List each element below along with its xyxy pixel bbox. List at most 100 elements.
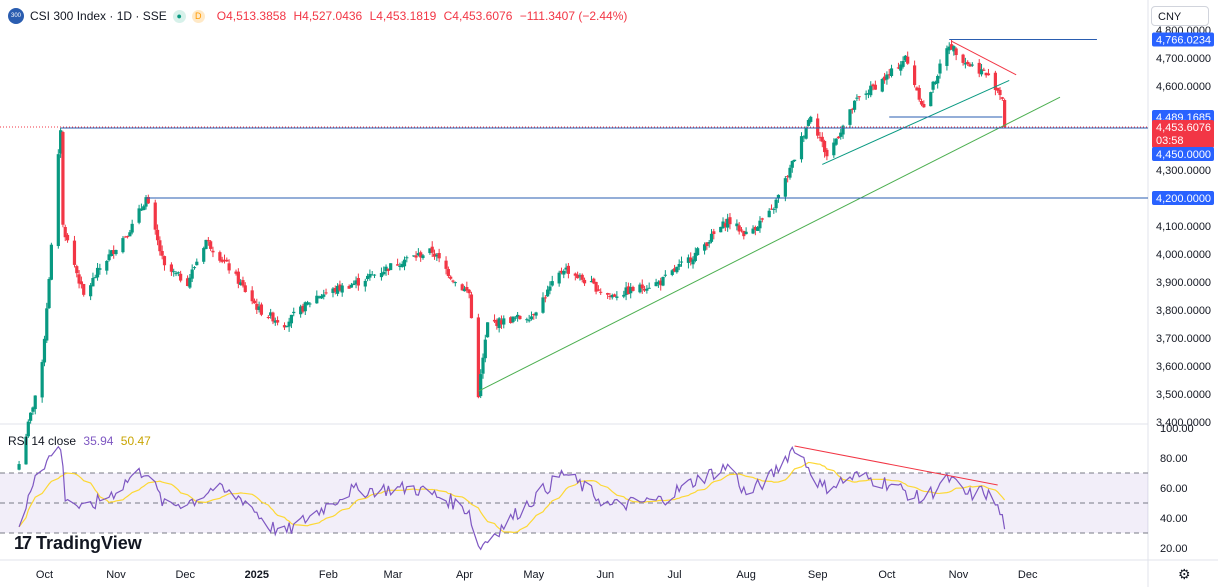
candle-body (548, 286, 552, 291)
candle-body (59, 130, 63, 154)
candle-body (786, 176, 790, 178)
candle-body (996, 87, 1000, 91)
candle-body (239, 282, 243, 285)
candle-body (557, 272, 561, 284)
candle-body (333, 287, 337, 292)
candle-body (735, 223, 739, 227)
candle-body (444, 260, 448, 269)
candle-body (896, 67, 901, 69)
candle-body (769, 208, 774, 210)
candle-body (788, 167, 792, 178)
candle-body (728, 217, 732, 225)
candle-body (968, 64, 972, 67)
candle-body (541, 297, 545, 313)
candle-body (739, 229, 744, 231)
candle-body (340, 285, 344, 293)
price-tick-label: 4,700.0000 (1156, 53, 1211, 65)
candle-body (825, 149, 829, 157)
candle-body (917, 88, 921, 100)
price-label-countdown: 03:58 (1156, 135, 1184, 147)
candle-body (292, 311, 296, 314)
time-tick-label: Apr (456, 569, 473, 581)
candle-body (370, 274, 374, 276)
ohlc-high: H4,527.0436 (293, 9, 363, 23)
currency-selector[interactable]: CNY (1151, 6, 1209, 26)
candle-body (158, 240, 162, 252)
candle-body (125, 236, 130, 238)
candle-body (919, 100, 924, 105)
candle-body (820, 136, 824, 142)
candle-body (806, 120, 811, 126)
candle-body (61, 132, 65, 225)
candle-body (527, 320, 531, 322)
candle-body (365, 275, 370, 280)
candle-body (839, 132, 843, 137)
candle-body (622, 294, 626, 297)
price-label-box (1152, 119, 1214, 148)
candle-body (903, 55, 907, 61)
candle-body (513, 317, 517, 319)
price-label-text: 4,453.6076 (1156, 122, 1211, 134)
candle-body (915, 87, 919, 91)
candle-body (317, 296, 321, 298)
candle-body (753, 226, 757, 230)
candle-body (608, 296, 612, 298)
rsi-header: RSI 14 close 35.94 50.47 (8, 434, 151, 448)
candle-body (612, 294, 617, 297)
time-tick-label: Jun (596, 569, 614, 581)
candle-body (933, 81, 937, 85)
candle-body (566, 265, 570, 274)
candle-body (486, 322, 490, 338)
candle-body (889, 68, 894, 76)
price-label-text: 4,200.0000 (1156, 193, 1211, 205)
candle-body (121, 238, 125, 253)
candle-body (576, 274, 580, 279)
candle-body (386, 268, 390, 271)
rsi-tick-label: 60.00 (1160, 483, 1188, 495)
candle-body (760, 218, 764, 220)
candle-body (984, 72, 988, 76)
time-tick-label: Feb (319, 569, 338, 581)
symbol-title[interactable]: CSI 300 Index · 1D · SSE (30, 9, 167, 23)
candle-body (1003, 100, 1007, 127)
candle-body (202, 248, 206, 262)
candle-body (114, 249, 118, 255)
rsi-label[interactable]: RSI 14 close (8, 434, 77, 448)
candle-body (578, 275, 582, 277)
ohlc-change: −111.3407 (−2.44%) (519, 9, 628, 23)
trendline (822, 79, 1010, 165)
candle-body (31, 407, 35, 412)
candle-body (347, 286, 351, 289)
candle-body (204, 239, 208, 249)
candle-body (966, 61, 970, 65)
candle-body (142, 206, 146, 211)
candle-body (534, 312, 538, 316)
time-tick-label: Oct (878, 569, 895, 581)
candle-body (502, 318, 506, 325)
candle-body (696, 248, 700, 256)
candle-body (675, 266, 679, 273)
candle-body (98, 268, 102, 270)
candle-body (435, 254, 439, 257)
candle-body (389, 263, 393, 271)
candle-body (322, 294, 326, 297)
candle-body (961, 54, 965, 63)
candle-body (303, 302, 307, 312)
candle-body (91, 278, 95, 287)
candle-body (363, 280, 367, 287)
time-tick-label: Aug (736, 569, 756, 581)
candle-body (767, 210, 771, 218)
candle-body (33, 395, 37, 410)
candle-body (405, 257, 409, 259)
time-tick-label: Jul (668, 569, 682, 581)
candle-body (899, 64, 903, 71)
time-tick-label: Sep (808, 569, 828, 581)
candle-body (596, 289, 600, 291)
candle-body (209, 241, 213, 249)
candle-body (776, 194, 781, 199)
settings-gear-icon[interactable]: ⚙ (1178, 566, 1191, 582)
candle-body (379, 272, 384, 278)
candle-body (677, 264, 681, 267)
candle-body (998, 89, 1002, 96)
